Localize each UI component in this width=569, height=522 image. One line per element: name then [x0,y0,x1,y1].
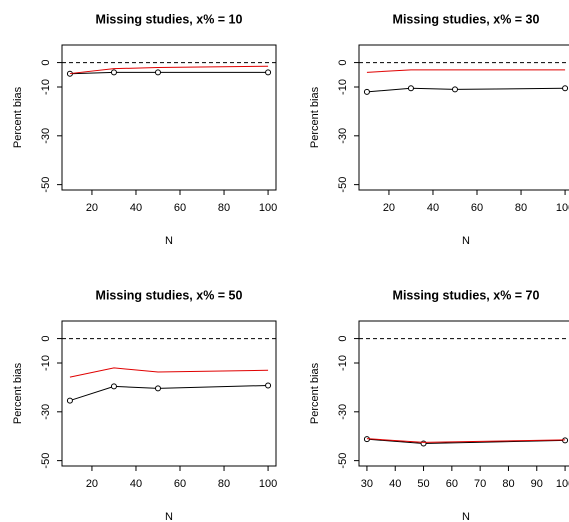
point [110,383,117,390]
chart-title: Missing studies, x% = 10 [96,12,243,26]
point [363,88,370,95]
x-tick-label: 100 [556,478,569,490]
point [66,70,73,77]
y-tick-label: -50 [337,453,349,469]
y-tick-label: -50 [337,177,349,193]
point [407,85,414,92]
y-axis-label: Percent bias [12,362,24,424]
series-line [69,367,269,378]
x-tick-label: 80 [502,478,514,490]
x-tick-label: 100 [556,202,569,214]
x-tick-label: 60 [446,478,458,490]
x-tick-label: 40 [130,202,142,214]
y-tick-label: -30 [40,128,52,144]
series-line [69,384,269,402]
y-axis-label: Percent bias [12,86,24,148]
point [154,69,161,76]
y-tick-label: 0 [40,60,52,66]
series-line [366,87,566,93]
x-axis-label: N [462,511,470,522]
chart-title: Missing studies, x% = 30 [393,12,540,26]
y-tick-label: -10 [337,355,349,371]
y-tick-label: -30 [40,404,52,420]
x-axis-label: N [462,235,470,247]
point [110,69,117,76]
y-axis-label: Percent bias [309,86,321,148]
point [265,382,272,389]
x-tick-label: 60 [471,202,483,214]
point [562,85,569,92]
series-line [366,438,566,443]
chart-title: Missing studies, x% = 50 [96,288,243,302]
x-tick-label: 80 [218,202,230,214]
y-tick-label: 0 [337,336,349,342]
point [451,86,458,93]
x-tick-label: 20 [86,478,98,490]
x-tick-label: 30 [361,478,373,490]
x-tick-label: 40 [130,478,142,490]
x-tick-label: 80 [515,202,527,214]
x-tick-label: 40 [389,478,401,490]
series-line [69,71,269,75]
x-tick-label: 70 [474,478,486,490]
y-tick-label: -50 [40,177,52,193]
x-tick-label: 50 [417,478,429,490]
x-tick-label: 100 [259,478,277,490]
x-tick-label: 80 [218,478,230,490]
x-tick-label: 60 [174,202,186,214]
x-tick-label: 90 [531,478,543,490]
y-tick-label: -10 [40,355,52,371]
y-tick-label: 0 [337,60,349,66]
x-axis-label: N [165,235,173,247]
x-tick-label: 20 [383,202,395,214]
y-tick-label: -30 [337,128,349,144]
point [265,69,272,76]
point [66,397,73,404]
y-tick-label: -30 [337,404,349,420]
y-axis-label: Percent bias [309,362,321,424]
series-line [69,65,269,75]
y-tick-label: -10 [40,79,52,95]
x-tick-label: 20 [86,202,98,214]
x-tick-label: 40 [427,202,439,214]
chart-title: Missing studies, x% = 70 [393,288,540,302]
plot-frame [358,320,569,467]
plot-frame [61,320,277,467]
x-axis-label: N [165,511,173,522]
y-tick-label: -10 [337,79,349,95]
plot-frame [61,44,277,191]
plot-frame [358,44,569,191]
y-tick-label: 0 [40,336,52,342]
x-tick-label: 100 [259,202,277,214]
series-line [366,69,566,73]
y-tick-label: -50 [40,453,52,469]
point [154,385,161,392]
x-tick-label: 60 [174,478,186,490]
